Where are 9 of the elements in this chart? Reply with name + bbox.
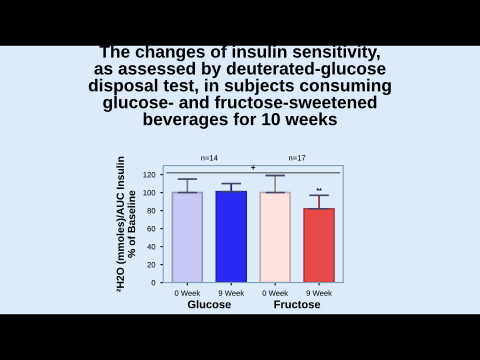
y-axis-title: ²H2O (mmoles)/AUC Insulin % of Baseline bbox=[116, 156, 136, 292]
bar bbox=[215, 190, 248, 283]
bar bbox=[259, 192, 291, 283]
chart-title: The changes of insulin sensitivity, as assessed by deuterated-glucose disposal test, in subjects consuming glucose- and fructose-sweetened beverages for 10 weeks bbox=[88, 45, 391, 129]
bar bbox=[303, 208, 335, 283]
ref-line-label: + bbox=[251, 165, 256, 170]
bar bbox=[172, 192, 204, 283]
text: Glucose bbox=[188, 300, 231, 308]
text: Fructose bbox=[274, 300, 320, 308]
